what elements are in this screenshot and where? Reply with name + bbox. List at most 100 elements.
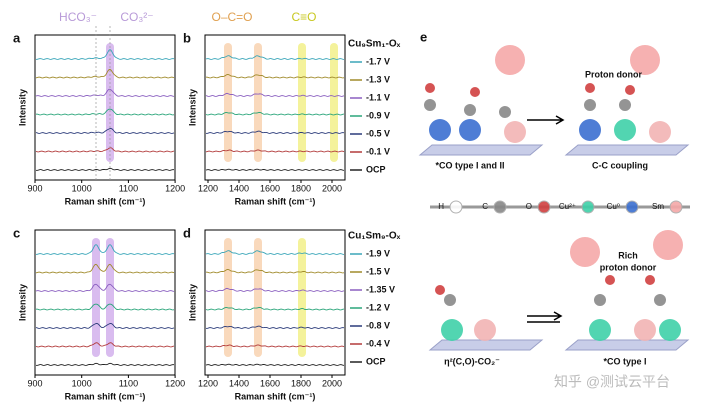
atom-label: Cu⁰ <box>607 202 620 211</box>
x-tick-label: 1800 <box>291 378 311 388</box>
atom <box>444 294 456 306</box>
legend-label: -1.35 V <box>366 284 395 294</box>
atom <box>619 99 631 111</box>
spectrum <box>35 68 175 79</box>
highlight-band <box>254 238 262 357</box>
spectrum <box>205 287 345 292</box>
legend-label: -1.3 V <box>366 74 390 84</box>
atom <box>605 275 615 285</box>
plot-frame <box>204 34 346 181</box>
x-tick-label: 1600 <box>260 183 280 193</box>
atom <box>584 99 596 111</box>
legend-label: -1.7 V <box>366 56 390 66</box>
x-tick-label: 1000 <box>72 378 92 388</box>
annotation: C≡O <box>291 10 316 24</box>
atom <box>470 87 480 97</box>
atom <box>495 45 525 75</box>
panel-label: c <box>13 225 20 240</box>
atom-label: O <box>526 202 532 211</box>
surface <box>428 339 544 351</box>
spectrum <box>35 49 175 60</box>
x-axis-title: Raman shift (cm⁻¹) <box>235 391 316 401</box>
panel-label: e <box>420 29 427 44</box>
panel-label: a <box>13 30 21 45</box>
spectrum <box>205 325 345 329</box>
highlight-band <box>224 238 232 357</box>
atom <box>579 119 601 141</box>
legend-label: -1.5 V <box>366 266 390 276</box>
atom <box>499 106 511 118</box>
highlight-band <box>92 238 100 357</box>
panel-label: d <box>183 225 191 240</box>
atom <box>649 121 671 143</box>
atom <box>634 319 656 341</box>
spectrum <box>35 362 175 366</box>
arrow <box>527 115 565 125</box>
legend-label: -0.1 V <box>366 146 390 156</box>
atom-label: Cu²⁺ <box>559 202 576 211</box>
atom <box>459 119 481 141</box>
highlight-band <box>330 43 338 162</box>
x-tick-label: 1200 <box>198 183 218 193</box>
rich-proton-donor: Rich <box>618 250 638 260</box>
x-tick-label: 900 <box>27 378 42 388</box>
spectrum <box>205 269 345 274</box>
annotation: HCO₃⁻ <box>59 10 97 24</box>
x-tick-label: 1800 <box>291 183 311 193</box>
spectrum <box>205 363 345 366</box>
arrow <box>527 311 563 323</box>
atom <box>429 119 451 141</box>
atom <box>630 45 660 75</box>
x-tick-label: 1600 <box>260 378 280 388</box>
atom-label: C <box>482 202 488 211</box>
spectrum <box>35 108 175 116</box>
atom-label: Sm <box>652 202 664 211</box>
spectrum <box>35 323 175 329</box>
atom-label: H <box>438 202 444 211</box>
spectrum <box>35 303 175 311</box>
spectrum <box>205 250 345 255</box>
legend-label: OCP <box>366 356 386 366</box>
x-tick-label: 1400 <box>229 183 249 193</box>
legend-label: -0.4 V <box>366 338 390 348</box>
spectrum <box>35 283 175 292</box>
surface <box>564 144 690 156</box>
atom <box>504 121 526 143</box>
highlight-band <box>106 238 114 357</box>
x-tick-label: 900 <box>27 183 42 193</box>
caption: *CO type I and II <box>435 160 504 170</box>
spectrum <box>205 168 345 171</box>
atom <box>425 83 435 93</box>
atom <box>424 99 436 111</box>
plot-frame <box>34 229 176 376</box>
rich-proton-donor: proton donor <box>600 262 657 272</box>
atom <box>581 200 595 214</box>
atom <box>594 294 606 306</box>
spectrum <box>35 342 175 348</box>
annotation: CO₃²⁻ <box>120 10 153 24</box>
atom <box>570 237 600 267</box>
caption: *CO type I <box>603 356 646 366</box>
watermark: 知乎 @测试云平台 <box>554 374 670 390</box>
spectrum <box>35 244 175 255</box>
y-axis-title: Intensity <box>17 89 27 126</box>
atom <box>645 275 655 285</box>
atom <box>589 319 611 341</box>
atom <box>614 119 636 141</box>
atom <box>435 285 445 295</box>
y-axis-title: Intensity <box>17 284 27 321</box>
spectrum <box>35 263 175 274</box>
atom <box>654 294 666 306</box>
y-axis-title: Intensity <box>187 284 197 321</box>
spectrum <box>35 128 175 134</box>
atom <box>625 200 639 214</box>
atom <box>585 83 595 93</box>
atom <box>464 104 476 116</box>
spectrum <box>205 344 345 348</box>
atom <box>659 319 681 341</box>
spectrum <box>205 111 345 116</box>
atom <box>441 319 463 341</box>
atom <box>493 200 507 214</box>
atom <box>474 319 496 341</box>
legend-label: -0.9 V <box>366 110 390 120</box>
